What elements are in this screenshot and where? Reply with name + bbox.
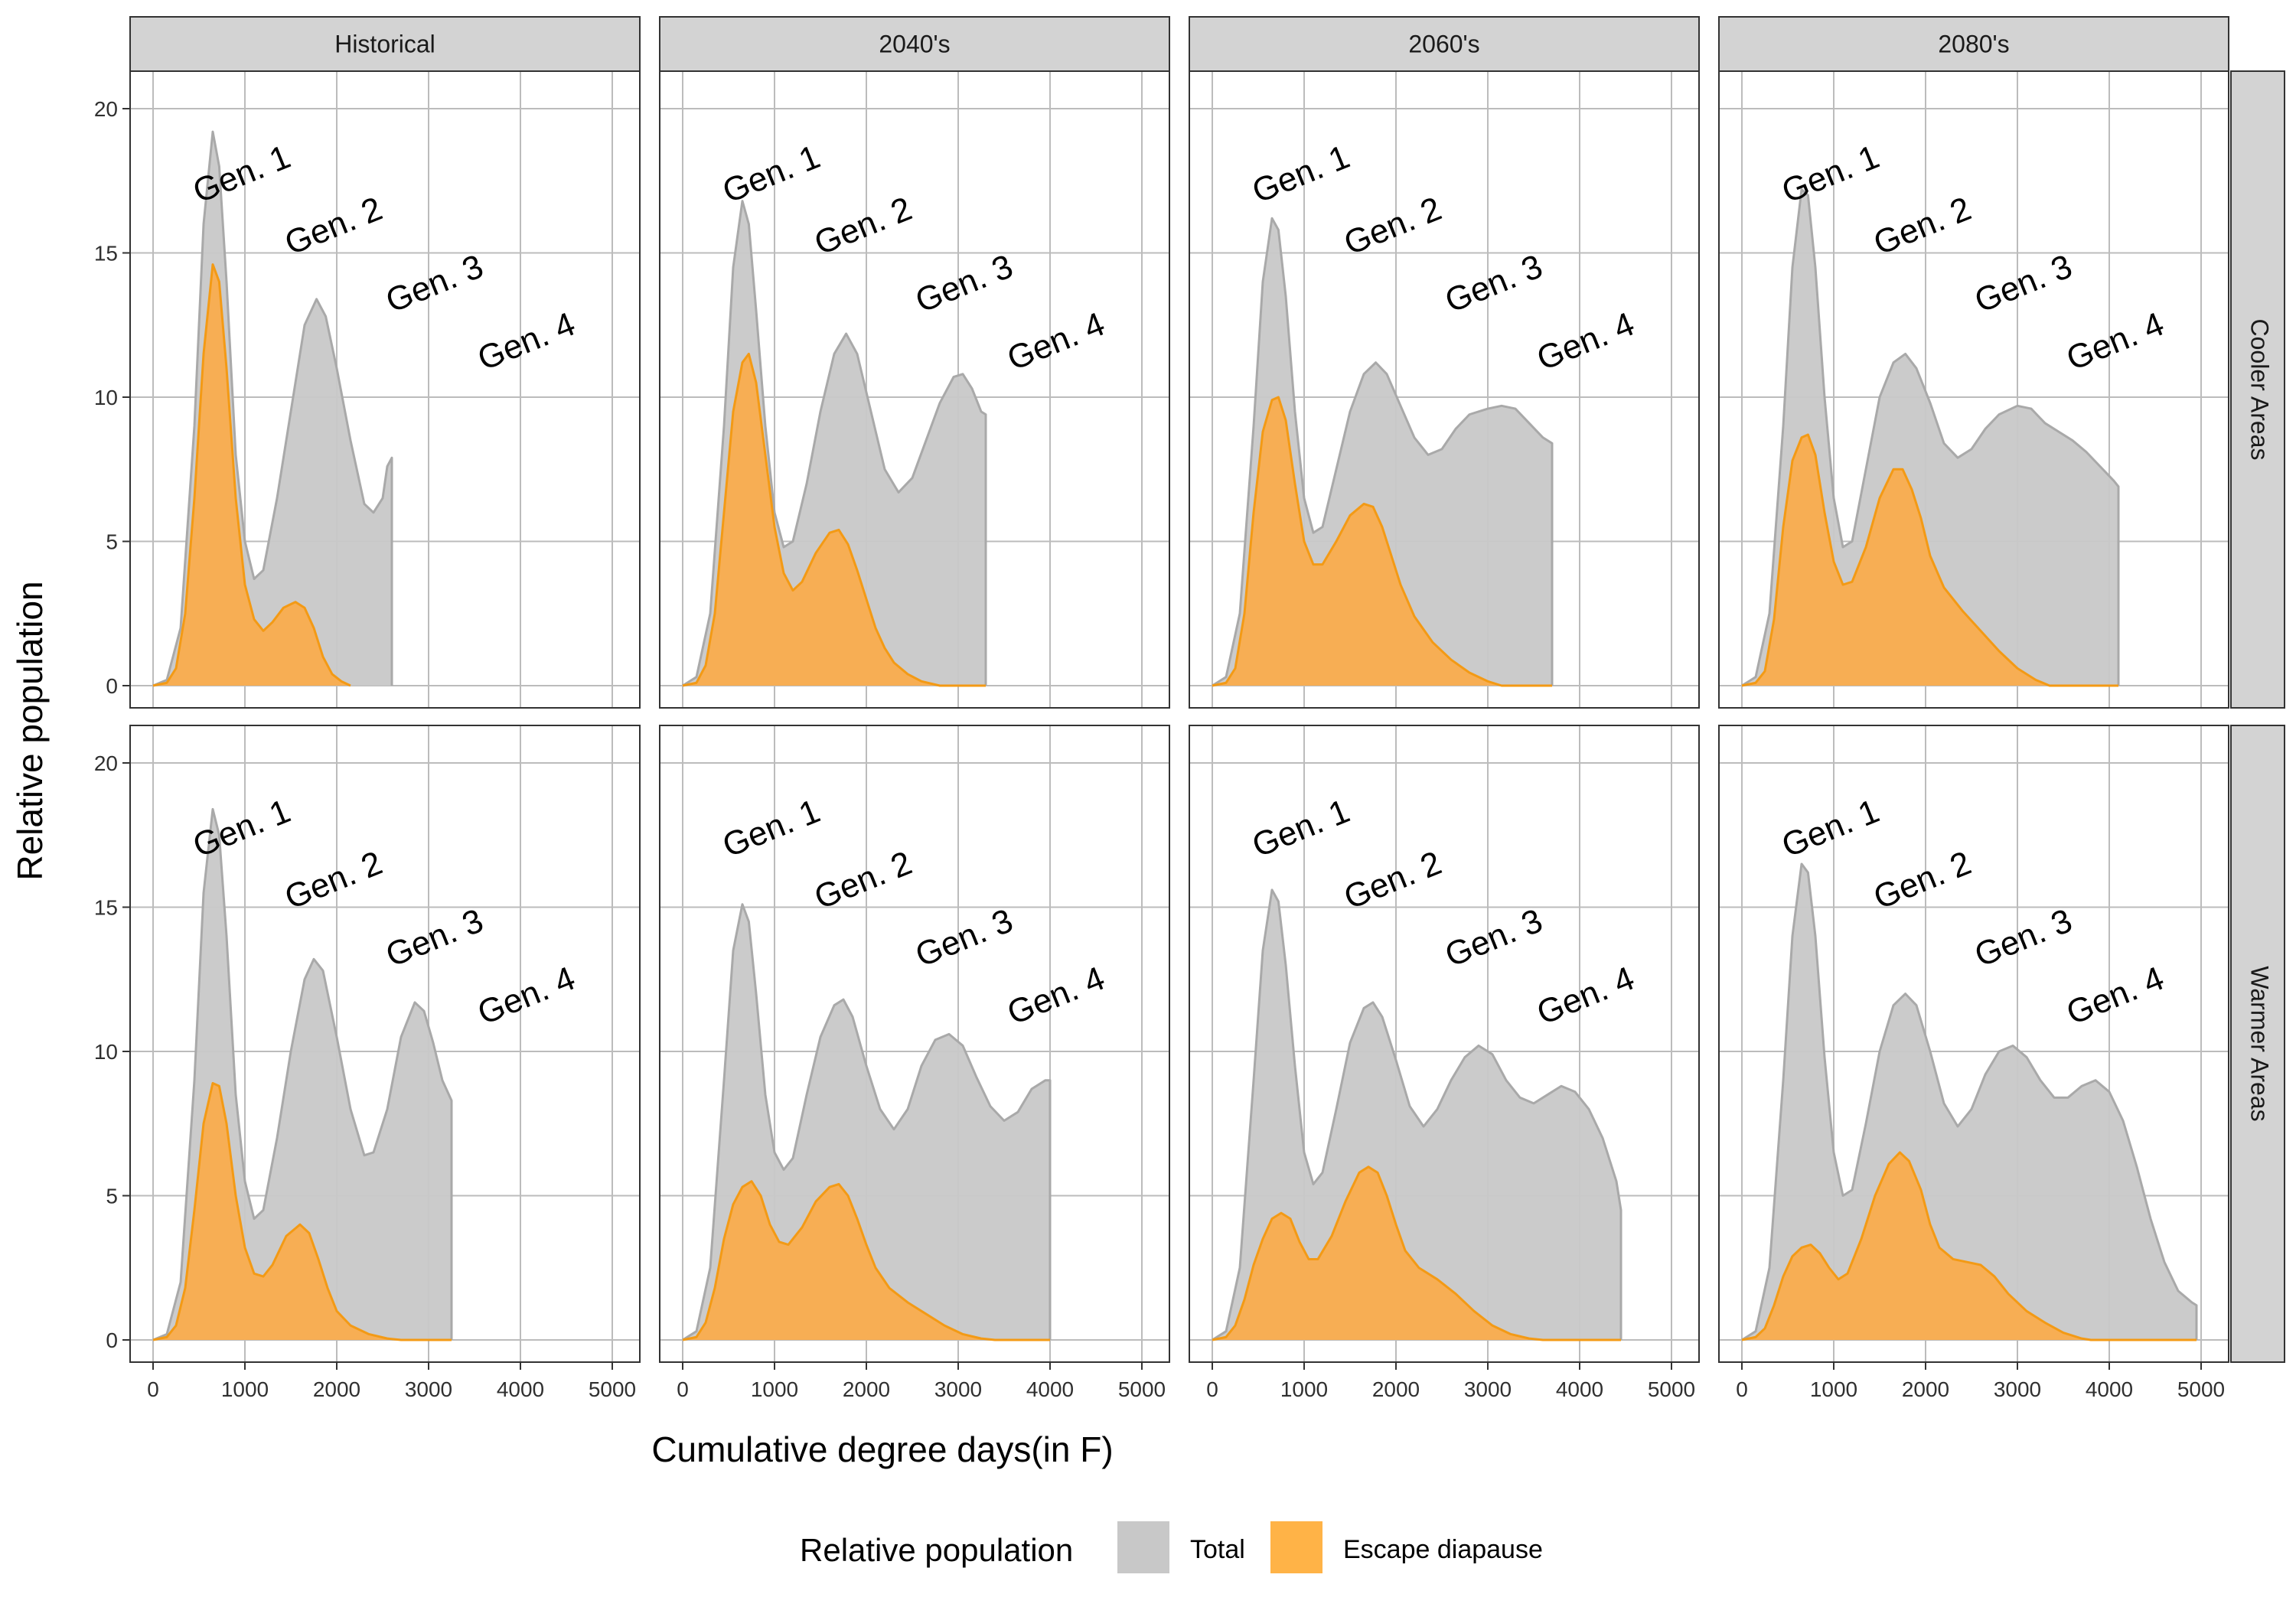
y-tick-label: 15 <box>94 896 118 920</box>
x-tick-label: 4000 <box>497 1377 544 1401</box>
y-axis-title: Relative population <box>10 581 50 880</box>
escape-area <box>1212 1166 1621 1340</box>
y-tick-label: 10 <box>94 386 118 409</box>
panel-border <box>659 725 1170 1363</box>
x-tick-label: 0 <box>1736 1377 1748 1401</box>
escape-area <box>153 1083 452 1340</box>
total-line <box>1212 888 1623 1341</box>
x-tick-label: 3000 <box>934 1377 982 1401</box>
strip-2 <box>1189 16 1700 72</box>
escape-line <box>1741 1151 2197 1341</box>
x-tick-label: 0 <box>147 1377 159 1401</box>
total-line <box>152 807 453 1341</box>
x-tick-label: 5000 <box>589 1377 636 1401</box>
escape-area <box>1742 435 2118 686</box>
row-strip-label: Warmer Areas <box>2246 966 2274 1121</box>
x-tick-label: 3000 <box>1464 1377 1512 1401</box>
legend-title: Relative population <box>800 1532 1073 1568</box>
x-tick-label: 2000 <box>1372 1377 1420 1401</box>
total-line <box>682 903 1052 1341</box>
total-line <box>1741 188 2120 687</box>
strip-label: 2080's <box>1938 31 2009 58</box>
escape-area <box>153 264 351 686</box>
panel-border <box>129 70 641 709</box>
x-tick-label: 2000 <box>1902 1377 1949 1401</box>
panel-border <box>1189 70 1700 709</box>
total-line <box>682 200 987 687</box>
total-line <box>1741 862 2198 1341</box>
legend-item-label: Total <box>1190 1535 1245 1564</box>
strip-label: Historical <box>334 31 435 58</box>
escape-line <box>682 1180 1050 1341</box>
x-tick-label: 1000 <box>221 1377 269 1401</box>
x-tick-label: 3000 <box>405 1377 452 1401</box>
x-tick-label: 3000 <box>1994 1377 2041 1401</box>
strip-1 <box>659 16 1170 72</box>
row-strip-0 <box>2230 70 2285 709</box>
escape-line <box>1212 396 1552 687</box>
y-tick-label: 5 <box>106 1185 118 1208</box>
panel-border <box>129 725 641 1363</box>
x-tick-label: 2000 <box>313 1377 360 1401</box>
x-tick-label: 1000 <box>1810 1377 1857 1401</box>
escape-line <box>152 1081 452 1341</box>
escape-area <box>1742 1152 2197 1340</box>
x-tick-label: 4000 <box>2086 1377 2133 1401</box>
strip-label: 2060's <box>1408 31 1479 58</box>
y-tick-label: 0 <box>106 674 118 698</box>
legend-swatch <box>1270 1521 1322 1573</box>
escape-line <box>152 263 351 687</box>
strip-0 <box>129 16 641 72</box>
legend-item-label: Escape diapause <box>1343 1535 1543 1564</box>
x-tick-label: 0 <box>1206 1377 1218 1401</box>
y-tick-label: 20 <box>94 751 118 775</box>
x-tick-label: 0 <box>677 1377 689 1401</box>
y-tick-label: 5 <box>106 530 118 554</box>
escape-area <box>683 354 986 686</box>
panel-border <box>1718 725 2229 1363</box>
y-tick-label: 20 <box>94 97 118 121</box>
total-area <box>1212 889 1621 1340</box>
total-line <box>1212 217 1554 687</box>
total-area <box>1742 863 2197 1340</box>
row-strip-label: Cooler Areas <box>2246 319 2274 461</box>
x-tick-label: 1000 <box>1280 1377 1328 1401</box>
escape-line <box>1741 433 2118 687</box>
panel-border <box>1189 725 1700 1363</box>
y-tick-label: 10 <box>94 1040 118 1064</box>
escape-line <box>682 352 986 687</box>
x-tick-label: 4000 <box>1026 1377 1074 1401</box>
x-tick-label: 5000 <box>1118 1377 1166 1401</box>
escape-area <box>1212 397 1552 686</box>
x-tick-label: 1000 <box>751 1377 798 1401</box>
legend-swatch <box>1117 1521 1169 1573</box>
x-tick-label: 5000 <box>2177 1377 2225 1401</box>
strip-3 <box>1718 16 2229 72</box>
x-tick-label: 5000 <box>1648 1377 1695 1401</box>
y-tick-label: 0 <box>106 1328 118 1352</box>
row-strip-1 <box>2230 725 2285 1363</box>
y-tick-label: 15 <box>94 242 118 266</box>
total-line <box>152 130 393 687</box>
x-tick-label: 2000 <box>843 1377 890 1401</box>
x-axis-title: Cumulative degree days(in F) <box>651 1429 1113 1469</box>
total-area <box>1742 189 2118 686</box>
strip-label: 2040's <box>879 31 950 58</box>
panel-border <box>659 70 1170 709</box>
x-tick-label: 4000 <box>1556 1377 1603 1401</box>
escape-line <box>1212 1165 1621 1341</box>
panel-border <box>1718 70 2229 709</box>
escape-area <box>683 1181 1050 1340</box>
